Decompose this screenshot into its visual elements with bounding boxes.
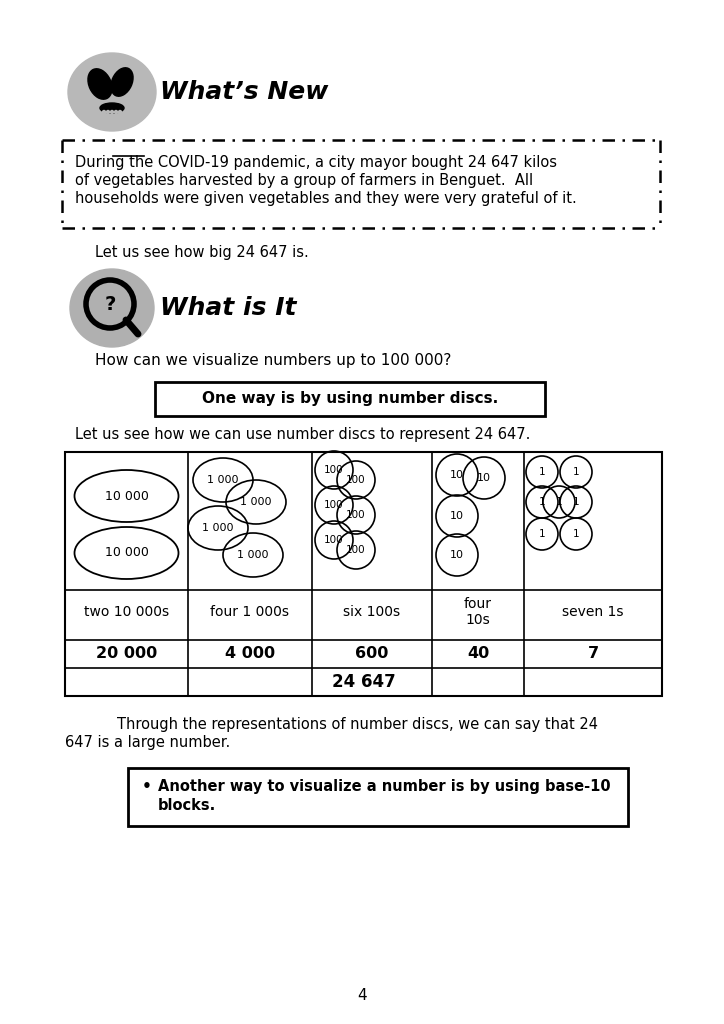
Text: 10 000: 10 000	[104, 489, 148, 503]
Text: 4: 4	[357, 987, 367, 1002]
Text: 1: 1	[539, 497, 545, 507]
Ellipse shape	[111, 68, 133, 96]
Text: 1: 1	[539, 529, 545, 539]
Text: 1 000: 1 000	[202, 523, 234, 534]
Text: 1: 1	[573, 467, 579, 477]
Text: •: •	[142, 778, 152, 794]
Text: 10 000: 10 000	[104, 547, 148, 559]
Text: four: four	[464, 597, 492, 611]
Text: two 10 000s: two 10 000s	[84, 605, 169, 618]
Text: 7: 7	[587, 646, 599, 662]
Text: Another way to visualize a number is by using base-10: Another way to visualize a number is by …	[158, 778, 610, 794]
Text: During the COVID-19 pandemic, a city mayor bought 24 647 kilos: During the COVID-19 pandemic, a city may…	[75, 155, 557, 170]
Circle shape	[103, 111, 106, 114]
Text: Let us see how we can use number discs to represent 24 647.: Let us see how we can use number discs t…	[75, 427, 531, 442]
Text: 24 647: 24 647	[332, 673, 395, 691]
Text: six 100s: six 100s	[343, 605, 400, 618]
Text: 100: 100	[346, 510, 366, 520]
Ellipse shape	[88, 69, 112, 99]
Text: 10: 10	[450, 470, 464, 480]
Text: 20 000: 20 000	[96, 646, 157, 662]
Text: 600: 600	[355, 646, 389, 662]
Text: 10: 10	[450, 511, 464, 521]
Text: What is It: What is It	[160, 296, 297, 319]
Text: 10s: 10s	[466, 613, 490, 627]
Text: 1: 1	[556, 497, 563, 507]
Bar	[155, 382, 545, 416]
Text: 100: 100	[346, 545, 366, 555]
Text: four 1 000s: four 1 000s	[211, 605, 290, 618]
Ellipse shape	[70, 269, 154, 347]
Text: Through the representations of number discs, we can say that 24: Through the representations of number di…	[80, 717, 598, 731]
Text: 10: 10	[450, 550, 464, 560]
Text: What’s New: What’s New	[160, 80, 329, 104]
Ellipse shape	[68, 53, 156, 131]
Text: 100: 100	[346, 475, 366, 485]
Ellipse shape	[100, 103, 124, 113]
Text: blocks.: blocks.	[158, 799, 216, 813]
Text: 1 000: 1 000	[240, 497, 272, 507]
Text: 647 is a large number.: 647 is a large number.	[65, 734, 230, 750]
Bar	[128, 768, 628, 826]
Text: 10: 10	[477, 473, 491, 483]
Text: seven 1s: seven 1s	[563, 605, 624, 618]
Circle shape	[106, 111, 109, 114]
Text: 40: 40	[467, 646, 489, 662]
Text: 4 000: 4 000	[225, 646, 275, 662]
Text: 100: 100	[324, 465, 344, 475]
Text: 1: 1	[539, 467, 545, 477]
Text: How can we visualize numbers up to 100 000?: How can we visualize numbers up to 100 0…	[95, 352, 451, 368]
Circle shape	[114, 111, 117, 114]
Text: 1: 1	[573, 529, 579, 539]
Text: 1 000: 1 000	[237, 550, 269, 560]
Text: 1 000: 1 000	[207, 475, 239, 485]
Circle shape	[119, 111, 122, 114]
Text: households were given vegetables and they were very grateful of it.: households were given vegetables and the…	[75, 190, 577, 206]
Bar	[65, 452, 662, 696]
Circle shape	[111, 111, 114, 114]
Text: 100: 100	[324, 500, 344, 510]
Text: of vegetables harvested by a group of farmers in Benguet.  All: of vegetables harvested by a group of fa…	[75, 172, 533, 187]
Text: One way is by using number discs.: One way is by using number discs.	[202, 391, 498, 407]
Text: Let us see how big 24 647 is.: Let us see how big 24 647 is.	[95, 245, 308, 259]
Text: ?: ?	[104, 295, 116, 313]
Text: 1: 1	[573, 497, 579, 507]
Text: 100: 100	[324, 535, 344, 545]
